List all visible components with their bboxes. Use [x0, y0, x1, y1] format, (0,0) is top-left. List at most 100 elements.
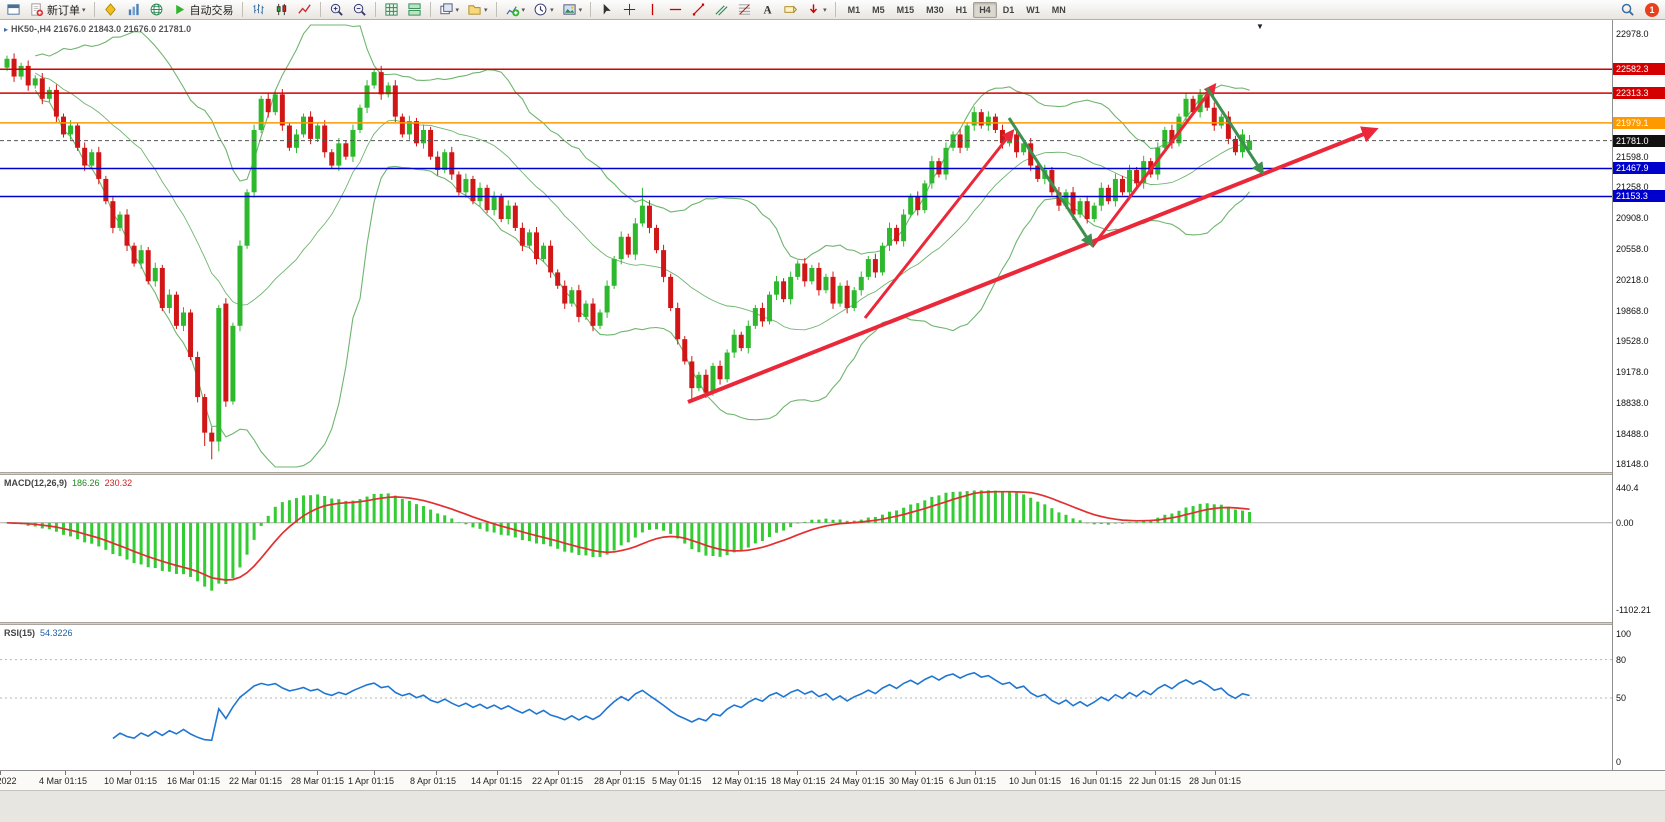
notification-badge[interactable]: 1	[1645, 2, 1659, 17]
bear-candle	[470, 178, 476, 202]
bull-candle	[166, 294, 172, 309]
auto-arrange-icon[interactable]	[403, 0, 426, 20]
macd-histogram-bar	[337, 499, 341, 523]
terminal-window-icon[interactable]	[2, 0, 25, 20]
vertical-line-icon[interactable]	[641, 0, 664, 20]
rsi-chart[interactable]	[0, 625, 1612, 770]
candlestick-chart-panel[interactable]: ▸ HK50-,H4 21676.0 21843.0 21676.0 21781.…	[0, 20, 1612, 472]
macd-histogram-bar	[280, 502, 284, 523]
trend-arrow-green[interactable]	[1007, 117, 1094, 248]
new-order-button[interactable]: 新订单 ▾	[25, 0, 90, 20]
trend-arrow-red[interactable]	[687, 126, 1379, 404]
macd-histogram-bar	[436, 513, 440, 523]
crosshair-icon[interactable]	[618, 0, 641, 20]
window-bottom	[0, 790, 1665, 822]
macd-histogram-bar	[591, 522, 595, 557]
macd-histogram-bar	[450, 518, 454, 523]
candlestick-chart[interactable]	[0, 20, 1612, 472]
macd-histogram-bar	[796, 522, 800, 524]
macd-chart[interactable]	[0, 475, 1612, 622]
price-axis-label: 22978.0	[1616, 29, 1649, 39]
timeframe-d1[interactable]: D1	[1002, 4, 1015, 15]
macd-header: MACD(12,26,9) 186.26 230.32	[4, 478, 132, 488]
panel-splitter[interactable]	[0, 472, 1665, 475]
rsi-axis-label: 50	[1616, 693, 1627, 703]
macd-histogram-bar	[775, 522, 779, 533]
periods-icon[interactable]: ▾	[529, 0, 558, 20]
macd-histogram-bar	[1233, 509, 1237, 523]
trend-arrow-red[interactable]	[1090, 82, 1217, 248]
auto-trading-button[interactable]: 自动交易	[168, 0, 238, 20]
time-axis[interactable]: 24 Feb 2022 4 Mar 01:15 10 Mar 01:15 16 Mar…	[0, 770, 1665, 790]
periods-icon-glyph	[533, 2, 548, 17]
panel-splitter[interactable]	[0, 622, 1665, 625]
bull-candle	[350, 129, 356, 157]
bear-candle	[1225, 116, 1231, 139]
macd-histogram-bar	[1241, 510, 1244, 523]
channel-icon[interactable]	[710, 0, 733, 20]
macd-main-value: 186.26	[72, 478, 100, 488]
macd-histogram-bar	[1191, 506, 1195, 523]
market-watch-icon[interactable]	[122, 0, 145, 20]
zoom-in-icon[interactable]	[325, 0, 348, 20]
zoom-out-icon[interactable]	[348, 0, 371, 20]
cursor-icon[interactable]	[595, 0, 618, 20]
timeframe-w1[interactable]: W1	[1026, 4, 1040, 15]
line-chart-icon[interactable]	[293, 0, 316, 20]
bear-candle	[173, 294, 179, 326]
bear-candle	[435, 156, 441, 171]
rsi-panel[interactable]: RSI(15) 54.3226	[0, 625, 1612, 770]
web-terminal-icon[interactable]	[145, 0, 168, 20]
macd-histogram-bar	[252, 522, 256, 540]
bear-candle	[188, 312, 194, 357]
ohlc-bars-icon[interactable]	[247, 0, 270, 20]
dropdown-caret-icon: ▾	[550, 6, 554, 14]
macd-histogram-bar	[224, 522, 228, 585]
text-icon[interactable]: A	[756, 0, 779, 20]
bear-candle	[96, 152, 102, 179]
macd-histogram-bar	[1248, 512, 1252, 523]
bull-candle	[1021, 143, 1027, 153]
bull-candle	[1183, 98, 1189, 117]
macd-histogram-bar	[909, 504, 913, 523]
indicators-icon[interactable]: ▾	[501, 0, 530, 20]
favorites-icon[interactable]	[99, 0, 122, 20]
macd-histogram-bar	[266, 515, 270, 523]
timeframe-h4[interactable]: H4	[973, 1, 997, 18]
timeframe-m1[interactable]: M1	[847, 4, 861, 15]
crosshair-icon-glyph	[622, 2, 637, 17]
timeframe-h1[interactable]: H1	[955, 4, 968, 15]
time-axis-tick	[317, 771, 318, 775]
trendline-icon[interactable]	[687, 0, 710, 20]
tile-windows-icon[interactable]	[380, 0, 403, 20]
new-chart-icon[interactable]: ▾	[435, 0, 464, 20]
macd-histogram-bar	[203, 522, 207, 587]
fibonacci-icon[interactable]	[733, 0, 756, 20]
trend-arrow-green[interactable]	[1205, 87, 1265, 176]
macd-panel[interactable]: MACD(12,26,9) 186.26 230.32	[0, 475, 1612, 622]
timeframe-m5[interactable]: M5	[872, 4, 885, 15]
label-icon[interactable]	[779, 0, 802, 20]
trend-arrow-red[interactable]	[863, 129, 1015, 319]
macd-histogram-bar	[393, 495, 397, 523]
timeframe-m15[interactable]: M15	[896, 4, 915, 15]
candlestick-chart-icon[interactable]	[270, 0, 293, 20]
bull-candle	[138, 250, 144, 264]
arrows-icon[interactable]: ▾	[802, 0, 831, 20]
timeframe-m30[interactable]: M30	[926, 4, 944, 15]
price-axis[interactable]: 22978.0 21598.0 21258.0 20908.0 20558.0 20218…	[1612, 20, 1665, 770]
timeframe-mn[interactable]: MN	[1051, 4, 1066, 15]
bear-candle	[75, 125, 81, 148]
templates-icon[interactable]: ▾	[558, 0, 587, 20]
profiles-icon[interactable]: ▾	[463, 0, 492, 20]
macd-histogram-bar	[958, 491, 962, 523]
bear-candle	[519, 227, 525, 246]
bull-candle	[851, 290, 857, 309]
horizontal-line-icon[interactable]	[664, 0, 687, 20]
time-axis-label: 24 May 01:15	[830, 776, 885, 786]
macd-histogram-bar	[231, 522, 235, 579]
search-icon[interactable]	[1616, 0, 1639, 20]
time-axis-label: 8 Apr 01:15	[410, 776, 457, 786]
bear-candle	[590, 303, 596, 326]
time-axis-tick	[975, 771, 976, 775]
